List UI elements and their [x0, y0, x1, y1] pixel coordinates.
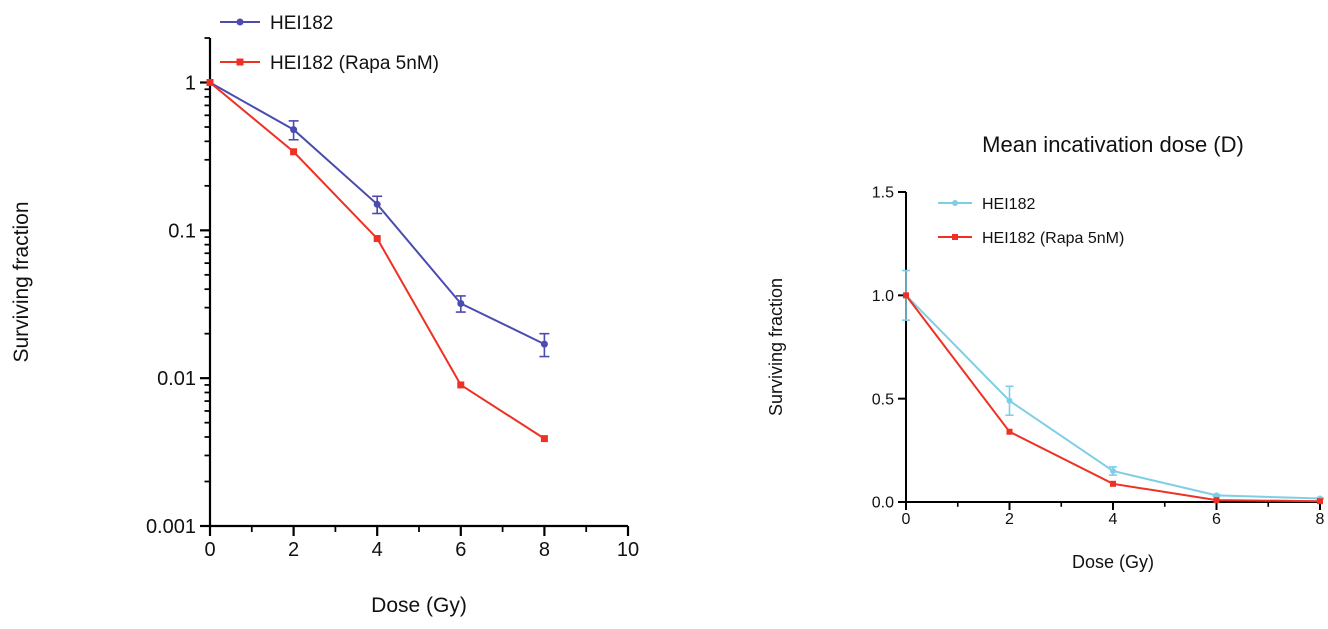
data-point	[373, 235, 381, 243]
data-point	[1213, 497, 1220, 504]
y-tick-label: 0.5	[872, 391, 894, 408]
legend-label: HEI182 (Rapa 5nM)	[982, 230, 1124, 247]
data-point	[290, 126, 298, 134]
y-tick-label: 0.001	[146, 516, 196, 538]
data-point	[457, 381, 465, 389]
legend-label: HEI182 (Rapa 5nM)	[270, 53, 439, 74]
survival-chart-log-svg: 0 2 4 6 8 10 1 0.1 0.01 0.001 Dose (Gy) Surviving f…	[10, 13, 639, 617]
x-tick-label: 10	[617, 539, 639, 561]
data-point	[1006, 397, 1013, 404]
mean-inactivation-dose-chart-svg: 0 2 4 6 8 0.0 0.5 1.0 1.5 Dose (Gy) Surviving frac…	[766, 132, 1325, 572]
x-tick-label: 4	[1109, 511, 1118, 528]
mean-inactivation-dose-chart: 0 2 4 6 8 0.0 0.5 1.0 1.5 Dose (Gy) Surviving frac…	[740, 110, 1328, 624]
data-point	[1317, 498, 1323, 505]
x-tick-label: 8	[1316, 511, 1325, 528]
chart-title: Mean incativation dose (D)	[982, 132, 1244, 157]
data-point	[457, 299, 465, 307]
survival-chart-log: 0 2 4 6 8 10 1 0.1 0.01 0.001 Dose (Gy) Surviving f…	[10, 13, 639, 617]
data-point	[290, 148, 298, 156]
y-axis-label: Surviving fraction	[766, 278, 786, 416]
legend-swatch-marker	[236, 18, 244, 26]
legend-swatch-marker	[952, 234, 958, 240]
data-point	[540, 435, 548, 443]
data-point	[1110, 480, 1116, 487]
data-point	[373, 200, 381, 208]
x-tick-label: 8	[539, 539, 550, 561]
y-tick-label: 0.01	[157, 368, 196, 390]
y-tick-label: 0.1	[168, 220, 196, 242]
data-point	[1110, 468, 1116, 474]
legend-label: HEI182	[982, 196, 1035, 213]
data-point	[1213, 492, 1220, 499]
x-tick-label: 4	[372, 539, 383, 561]
y-tick-label: 1.5	[872, 185, 894, 202]
x-tick-label: 6	[455, 539, 466, 561]
x-tick-label: 0	[902, 511, 911, 528]
x-tick-label: 2	[1005, 511, 1014, 528]
series-line-2	[209, 81, 545, 440]
y-tick-label: 1.0	[872, 288, 894, 305]
x-tick-label: 6	[1212, 511, 1221, 528]
x-tick-label: 2	[288, 539, 299, 561]
data-point	[540, 340, 548, 348]
legend-label: HEI182	[270, 13, 333, 34]
x-axis-label: Dose (Gy)	[1072, 552, 1154, 572]
data-point	[206, 79, 214, 87]
y-tick-label: 1	[185, 73, 196, 95]
data-point	[903, 292, 909, 299]
x-axis-label: Dose (Gy)	[371, 594, 467, 617]
legend-swatch-marker	[236, 58, 244, 66]
x-tick-label: 0	[204, 539, 215, 561]
y-axis-label: Surviving fraction	[10, 201, 33, 362]
legend-swatch-marker	[952, 200, 958, 206]
data-point	[1006, 428, 1013, 435]
y-tick-label: 0.0	[872, 495, 894, 512]
